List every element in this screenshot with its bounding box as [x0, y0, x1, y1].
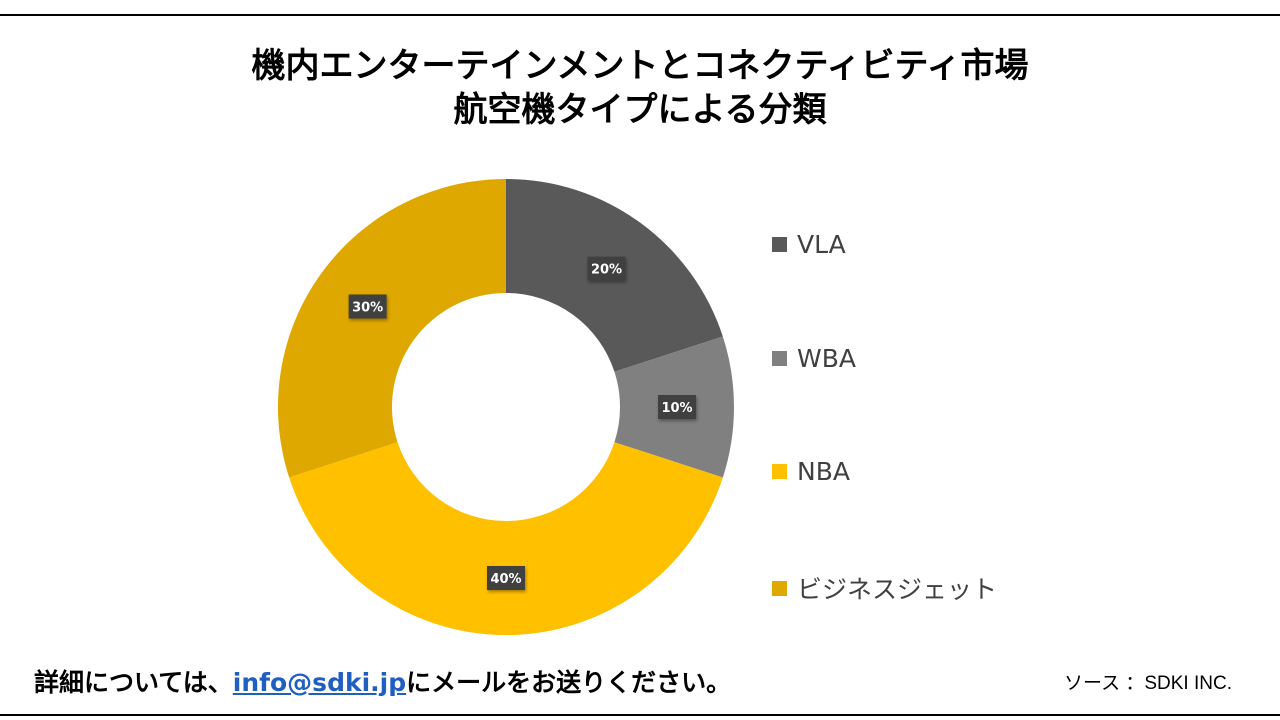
- email-link[interactable]: info@sdki.jp: [232, 668, 407, 697]
- legend-item-ビジネスジェット: ビジネスジェット: [772, 570, 997, 606]
- data-label-WBA: 10%: [658, 395, 696, 419]
- data-label-NBA: 40%: [487, 566, 525, 590]
- svg-text:20%: 20%: [591, 263, 622, 278]
- legend-swatch: [772, 464, 787, 479]
- slice-ビジネスジェット: [277, 178, 506, 478]
- contact-text: 詳細については、info@sdki.jpにメールをお送りください。: [34, 663, 731, 699]
- data-label-ビジネスジェット: 30%: [348, 294, 387, 319]
- legend-item-NBA: NBA: [772, 457, 850, 486]
- legend-swatch: [772, 351, 787, 366]
- legend-item-WBA: WBA: [772, 344, 856, 373]
- legend-swatch: [772, 580, 787, 596]
- legend-label: VLA: [797, 230, 846, 259]
- legend-item-VLA: VLA: [772, 230, 846, 259]
- chart-title: 機内エンターテインメントとコネクティビティ市場 航空機タイプによる分類: [0, 44, 1280, 132]
- slice-NBA: [289, 442, 723, 635]
- svg-text:10%: 10%: [661, 401, 692, 416]
- legend-label: ビジネスジェット: [797, 575, 998, 604]
- svg-text:30%: 30%: [352, 300, 383, 315]
- data-label-VLA: 20%: [587, 256, 626, 281]
- legend-label: WBA: [797, 344, 856, 373]
- chart-title-line1: 機内エンターテインメントとコネクティビティ市場: [251, 46, 1029, 86]
- contact-prefix: 詳細については、: [34, 668, 233, 697]
- source-text: ソース ：SDKI INC.: [1064, 673, 1232, 694]
- top-rule: [0, 14, 1280, 16]
- legend-label: NBA: [797, 457, 850, 486]
- contact-suffix: にメールをお送りください。: [406, 668, 732, 697]
- bottom-rule: [0, 714, 1280, 716]
- svg-text:40%: 40%: [490, 572, 521, 587]
- chart-title-line2: 航空機タイプによる分類: [453, 90, 827, 130]
- legend-swatch: [772, 237, 787, 252]
